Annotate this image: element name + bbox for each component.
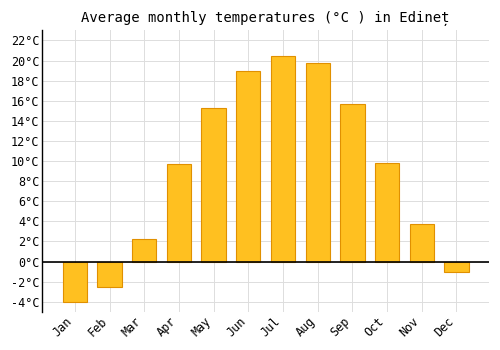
Bar: [444, 261, 468, 272]
Bar: [236, 71, 260, 261]
Bar: [340, 104, 364, 261]
Bar: [202, 108, 226, 261]
Bar: [62, 261, 87, 302]
Bar: [271, 56, 295, 261]
Bar: [306, 63, 330, 261]
Bar: [132, 239, 156, 261]
Bar: [375, 163, 399, 261]
Bar: [410, 224, 434, 261]
Bar: [98, 261, 122, 287]
Bar: [167, 164, 191, 261]
Title: Average monthly temperatures (°C ) in Edineț: Average monthly temperatures (°C ) in Ed…: [82, 11, 450, 26]
